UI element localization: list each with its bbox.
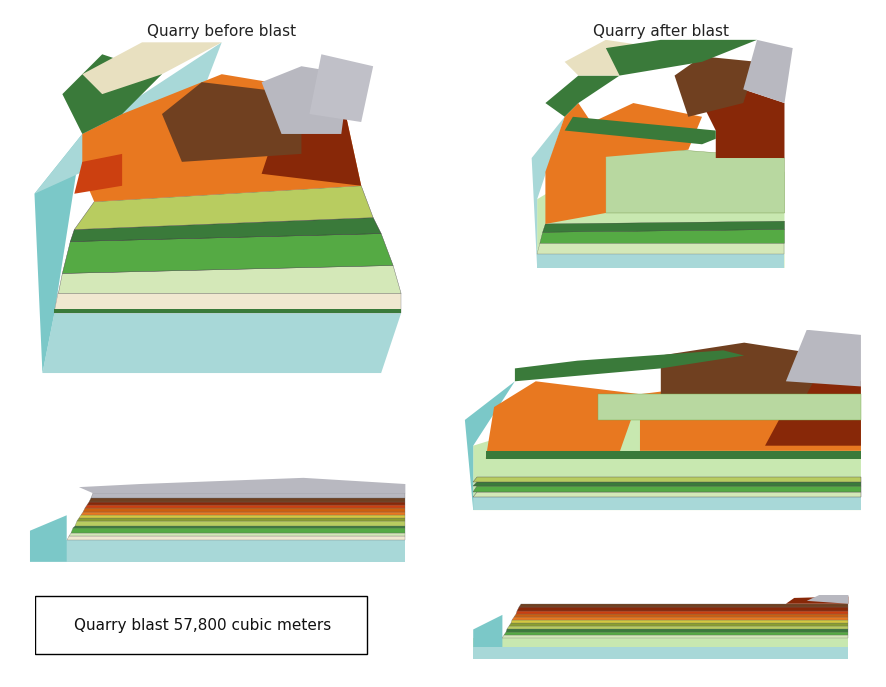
Polygon shape [87,502,405,505]
Polygon shape [162,82,301,162]
Polygon shape [74,154,122,194]
Polygon shape [77,518,405,521]
Polygon shape [785,596,847,604]
Text: Quarry after blast: Quarry after blast [592,24,728,39]
Polygon shape [82,74,361,202]
Polygon shape [564,117,715,144]
Polygon shape [62,54,162,134]
Polygon shape [503,632,847,635]
Polygon shape [514,613,847,617]
Polygon shape [660,343,827,407]
Polygon shape [79,515,405,518]
Polygon shape [673,56,756,117]
Polygon shape [473,647,847,659]
Polygon shape [82,43,222,94]
Polygon shape [309,54,373,122]
Text: Quarry blast 57,800 cubic meters: Quarry blast 57,800 cubic meters [74,618,331,633]
Polygon shape [605,144,783,213]
Polygon shape [58,265,400,293]
Polygon shape [70,218,381,242]
Polygon shape [81,512,405,515]
Polygon shape [83,508,405,512]
Polygon shape [640,381,860,451]
Polygon shape [545,76,619,117]
Polygon shape [605,40,756,76]
Polygon shape [473,407,860,510]
Polygon shape [510,620,847,623]
Polygon shape [473,638,847,659]
Polygon shape [69,532,405,537]
Polygon shape [537,158,783,268]
Polygon shape [43,313,400,373]
Polygon shape [764,368,860,446]
Polygon shape [91,493,405,498]
Polygon shape [501,635,847,638]
Polygon shape [592,103,701,158]
Polygon shape [54,293,400,313]
Polygon shape [509,623,847,626]
Polygon shape [486,381,640,459]
Polygon shape [473,482,860,486]
Polygon shape [486,451,860,459]
Polygon shape [542,221,783,232]
Polygon shape [785,330,860,386]
Polygon shape [514,350,743,381]
Polygon shape [79,478,405,493]
Polygon shape [30,540,405,562]
Polygon shape [74,185,373,229]
Polygon shape [507,626,847,629]
Polygon shape [505,629,847,632]
Polygon shape [564,40,660,76]
Polygon shape [742,40,792,103]
Polygon shape [35,134,82,373]
Polygon shape [517,607,847,611]
Polygon shape [261,66,349,134]
Polygon shape [515,611,847,613]
Polygon shape [518,604,847,607]
Polygon shape [473,615,501,659]
Text: Quarry before blast: Quarry before blast [147,24,296,39]
Polygon shape [74,521,405,526]
Polygon shape [66,537,405,540]
Polygon shape [35,43,222,194]
Polygon shape [73,526,405,528]
Polygon shape [261,94,361,185]
Polygon shape [85,505,405,508]
Polygon shape [531,117,564,268]
Polygon shape [464,381,514,510]
Polygon shape [62,234,392,273]
Polygon shape [537,243,783,254]
FancyBboxPatch shape [35,596,367,654]
Polygon shape [473,486,860,492]
Polygon shape [89,498,405,502]
Polygon shape [512,617,847,620]
Polygon shape [540,229,783,243]
Polygon shape [545,103,605,224]
Polygon shape [473,497,860,510]
Polygon shape [701,89,783,158]
Polygon shape [806,595,847,604]
Polygon shape [473,477,860,482]
Polygon shape [54,309,400,313]
Polygon shape [597,394,860,420]
Polygon shape [71,528,405,532]
Polygon shape [30,515,66,562]
Polygon shape [473,492,860,497]
Polygon shape [537,254,783,268]
